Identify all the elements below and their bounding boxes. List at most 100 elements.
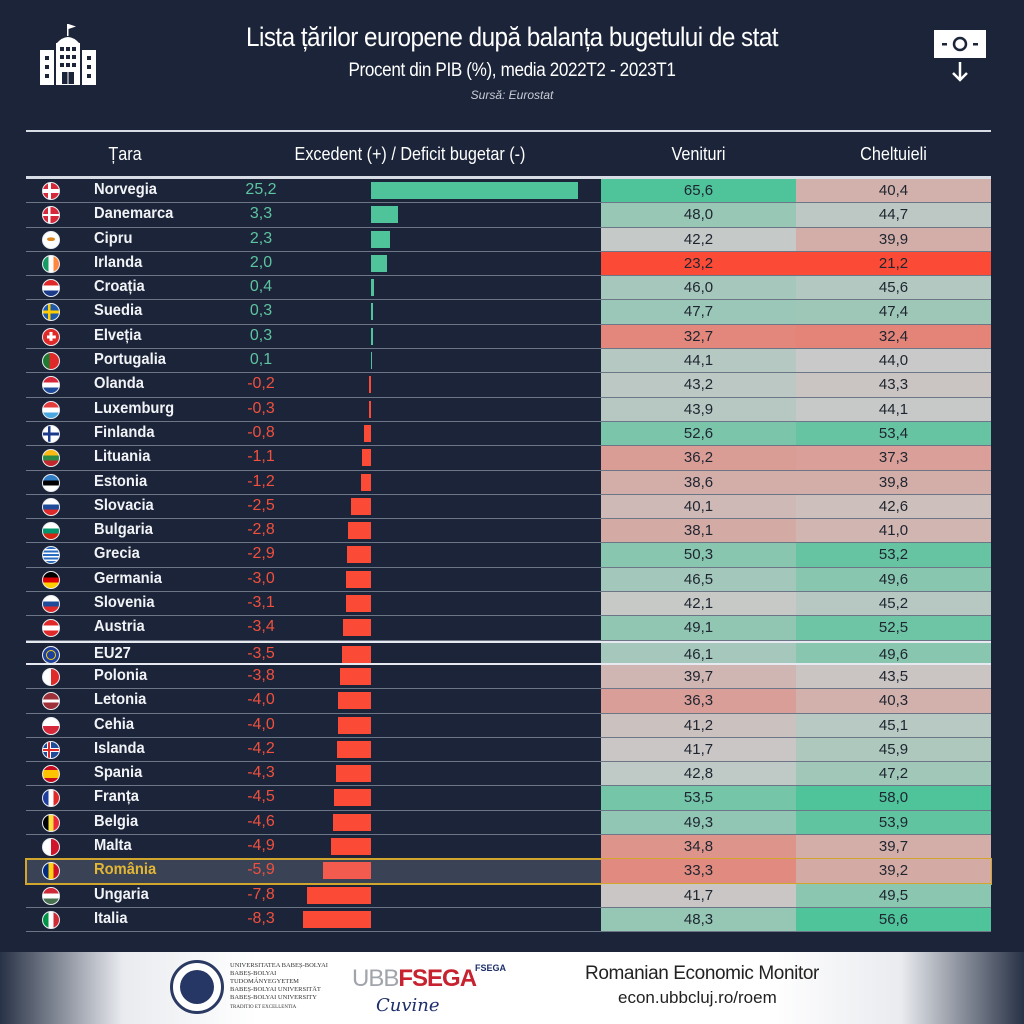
expenditure-cell: 52,5 [796, 616, 991, 640]
balance-bar [361, 449, 371, 467]
data-table: Norvegia 25,2 65,6 40,4 Danemarca 3,3 48,0 44,7… [25, 179, 992, 933]
balance-value: -2,8 [247, 521, 275, 539]
expenditure-cell: 40,4 [796, 179, 991, 203]
expenditure-cell: 45,1 [796, 713, 991, 737]
balance-bar [343, 619, 371, 637]
revenue-cell: 41,2 [601, 713, 796, 737]
balance-value: 0,3 [249, 302, 273, 320]
revenue-cell: 32,7 [601, 324, 796, 349]
table-row: Danemarca 3,3 48,0 44,7 [26, 203, 991, 228]
balance-value: 3,3 [249, 205, 273, 223]
revenue-cell: 39,7 [601, 664, 796, 689]
balance-value: -0,3 [247, 399, 275, 417]
flag-icon [42, 570, 60, 589]
expenditure-cell: 47,4 [796, 300, 991, 324]
table-row: Finlanda -0,8 52,6 53,4 [26, 421, 991, 447]
country-name: Malta [94, 837, 132, 855]
table-row: Bulgaria -2,8 38,1 41,0 [26, 519, 991, 544]
revenue-cell: 36,2 [601, 446, 796, 470]
balance-value: -4,3 [247, 764, 275, 782]
country-name: Cipru [94, 229, 133, 247]
table-row: Austria -3,4 49,1 52,5 [26, 616, 991, 641]
balance-value: -0,8 [247, 423, 275, 441]
expenditure-cell: 56,6 [796, 907, 991, 932]
revenue-cell: 36,3 [601, 689, 796, 713]
country-name: Portugalia [94, 351, 166, 369]
expenditure-cell: 21,2 [796, 251, 991, 276]
table-row: Ungaria -7,8 41,7 49,5 [26, 883, 991, 908]
government-building-icon [40, 24, 96, 85]
flag-icon [42, 862, 60, 881]
country-name: Slovenia [94, 594, 155, 612]
balance-value: -7,8 [247, 885, 275, 903]
country-name: Italia [94, 909, 128, 927]
revenue-cell: 46,5 [601, 567, 796, 592]
balance-value: -3,5 [247, 644, 275, 662]
table-row: Franța -4,5 53,5 58,0 [26, 786, 991, 811]
balance-value: 2,3 [249, 229, 273, 247]
balance-value: 2,0 [249, 253, 273, 271]
balance-bar [302, 910, 371, 928]
balance-bar [346, 570, 371, 588]
university-line: BABEȘ-BOLYAI UNIVERSITÄT [230, 986, 321, 993]
balance-value: -4,9 [247, 837, 275, 855]
table-row: România -5,9 33,3 39,2 [25, 858, 992, 885]
flag-icon [42, 230, 60, 249]
revenue-cell: 42,1 [601, 592, 796, 616]
country-name: Norvegia [94, 181, 157, 198]
revenue-cell: 65,6 [601, 179, 796, 203]
expenditure-cell: 39,8 [796, 470, 991, 494]
revenue-cell: 47,7 [601, 300, 796, 324]
expenditure-cell: 47,2 [796, 762, 991, 786]
university-name: UNIVERSITATEA BABEȘ-BOLYAI BABEȘ-BOLYAI … [230, 962, 330, 1012]
column-header-country: Țara [108, 144, 142, 164]
table-row: Cipru 2,3 42,2 39,9 [26, 227, 991, 252]
flag-icon [42, 765, 60, 784]
balance-bar [368, 400, 371, 418]
balance-value: -4,5 [247, 788, 275, 806]
flag-icon [42, 692, 60, 711]
flag-icon [42, 376, 60, 395]
header-divider-bottom [26, 176, 991, 179]
balance-bar [371, 254, 388, 272]
flag-icon [42, 279, 60, 298]
footer-band [0, 952, 1024, 1024]
country-name: Franța [94, 788, 139, 806]
revenue-cell: 38,1 [601, 519, 796, 543]
balance-value: -0,2 [247, 375, 275, 393]
balance-bar [371, 182, 578, 199]
balance-value: -3,4 [247, 618, 275, 636]
country-name: Austria [94, 618, 145, 636]
university-seal-logo [170, 960, 224, 1014]
expenditure-cell: 37,3 [796, 446, 991, 470]
flag-icon [42, 716, 60, 735]
table-row: Suedia 0,3 47,7 47,4 [26, 300, 991, 325]
country-name: Spania [94, 764, 143, 782]
country-name: Islanda [94, 739, 145, 757]
table-row: Spania -4,3 42,8 47,2 [26, 762, 991, 787]
flag-icon [42, 182, 60, 200]
expenditure-cell: 32,4 [796, 324, 991, 349]
flag-icon [42, 910, 60, 929]
table-row: Elveția 0,3 32,7 32,4 [26, 324, 991, 350]
table-row: Irlanda 2,0 23,2 21,2 [26, 251, 991, 277]
fsega-logo-ubb: UBB [352, 965, 399, 992]
table-row: Italia -8,3 48,3 56,6 [26, 907, 991, 933]
flag-icon [42, 497, 60, 516]
flag-icon [42, 595, 60, 614]
flag-icon [42, 206, 60, 225]
expenditure-cell: 43,3 [796, 373, 991, 397]
revenue-cell: 40,1 [601, 494, 796, 519]
flag-icon [42, 740, 60, 759]
country-name: România [94, 861, 157, 879]
table-row: Portugalia 0,1 44,1 44,0 [26, 349, 991, 374]
balance-bar [339, 667, 371, 685]
table-row: Grecia -2,9 50,3 53,2 [26, 543, 991, 568]
revenue-cell: 43,9 [601, 397, 796, 421]
revenue-cell: 34,8 [601, 835, 796, 859]
country-name: Bulgaria [94, 521, 153, 539]
balance-value: -2,9 [247, 545, 275, 563]
balance-value: -4,0 [247, 691, 275, 709]
expenditure-cell: 45,2 [796, 592, 991, 616]
flag-icon [42, 424, 60, 443]
